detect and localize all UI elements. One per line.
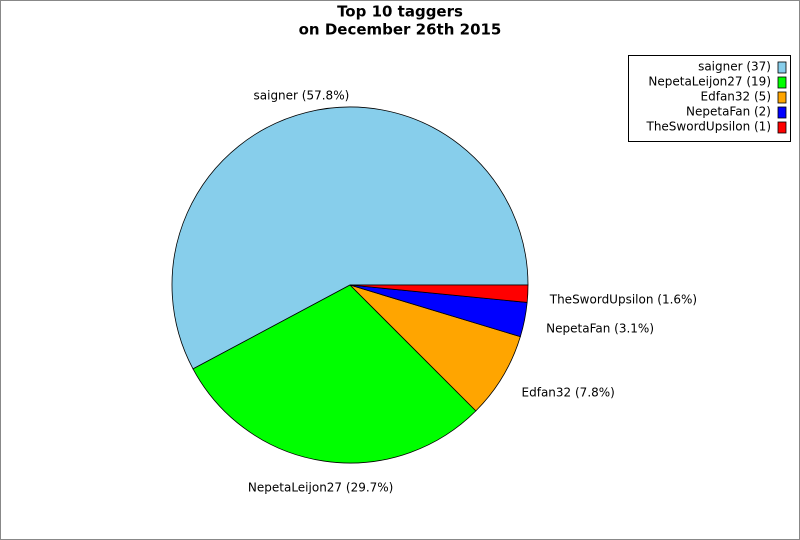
chart-title: Top 10 taggers xyxy=(337,3,463,21)
legend-box xyxy=(628,55,791,142)
legend-swatch xyxy=(777,106,787,119)
pie-slice xyxy=(171,106,529,370)
legend-swatch xyxy=(777,91,787,104)
pie-slice xyxy=(349,284,529,303)
legend-swatch xyxy=(777,76,787,89)
slice-label: NepetaLeijon27 (29.7%) xyxy=(248,480,393,494)
legend-label: Edfan32 (5) xyxy=(701,90,771,104)
legend-label: NepetaFan (2) xyxy=(686,105,771,119)
legend-swatch xyxy=(777,61,787,74)
slice-label: Edfan32 (7.8%) xyxy=(522,385,615,399)
pie-slice xyxy=(192,284,477,464)
slice-label: NepetaFan (3.1%) xyxy=(546,322,654,336)
legend-label: NepetaLeijon27 (19) xyxy=(648,75,771,89)
legend-label: TheSwordUpsilon (1) xyxy=(645,120,771,134)
slice-label: saigner (57.8%) xyxy=(254,88,350,102)
chart-subtitle: on December 26th 2015 xyxy=(299,21,502,39)
legend-label: saigner (37) xyxy=(698,60,771,74)
legend-swatch xyxy=(777,121,787,134)
slice-label: TheSwordUpsilon (1.6%) xyxy=(549,292,697,306)
